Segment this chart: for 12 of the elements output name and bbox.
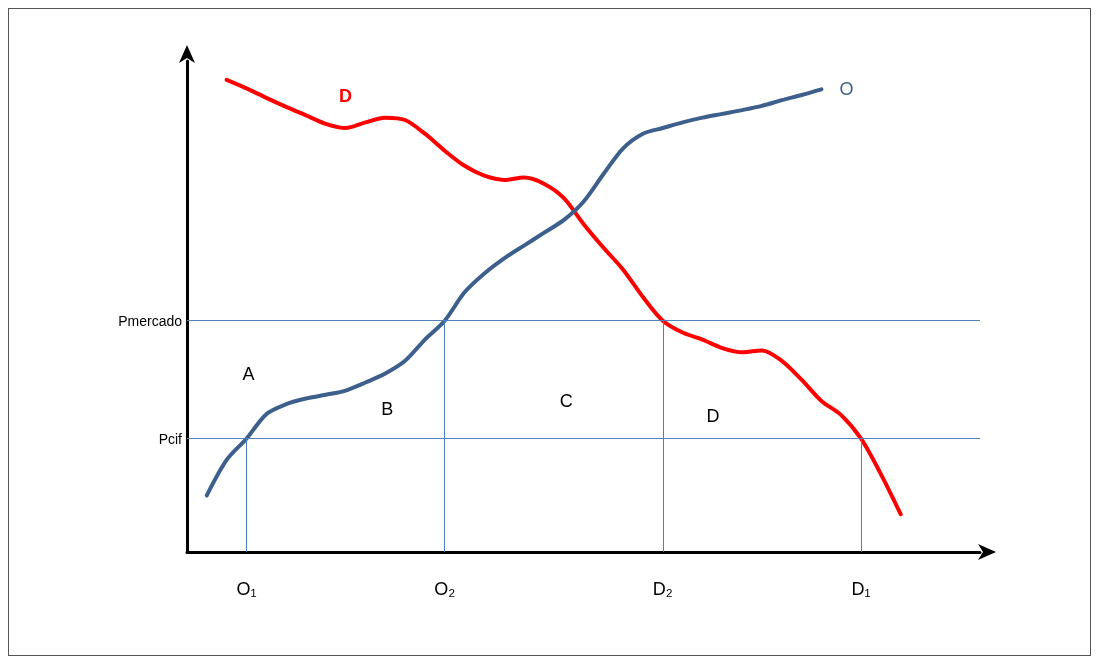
annotation: D (706, 406, 720, 427)
annotation: B (381, 398, 394, 419)
x-tick-label: D₁ (851, 579, 871, 599)
series-label: O (839, 79, 854, 100)
annotation: A (242, 364, 255, 385)
x-tick-label: D₂ (652, 579, 673, 599)
x-tick-label: O₁ (236, 579, 257, 599)
series-label: D (339, 86, 353, 107)
ref-line-label: Pmercado (118, 312, 183, 329)
annotation: C (559, 391, 573, 412)
ref-line-label: Pcif (158, 430, 183, 447)
x-tick-label: O₂ (434, 579, 456, 599)
